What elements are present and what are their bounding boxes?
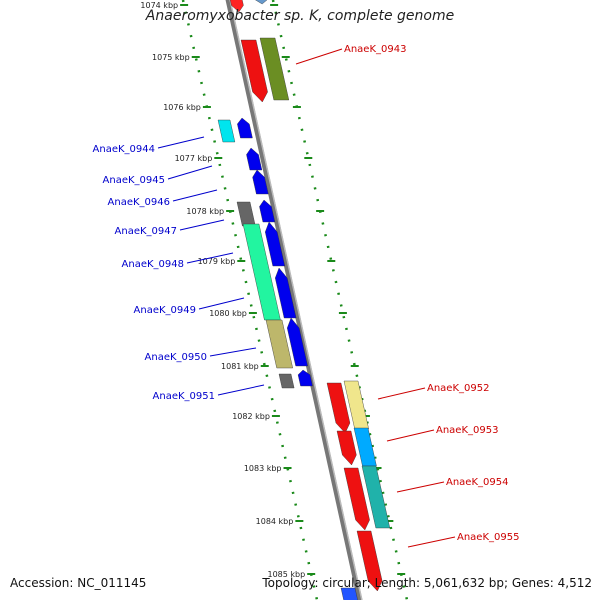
gene-features bbox=[217, 0, 391, 600]
topology-text: Topology: circular; Length: 5,061,632 bp… bbox=[262, 576, 592, 590]
gene-label-anaek_0952[interactable]: AnaeK_0952 bbox=[427, 383, 489, 394]
gene-label-anaek_0947[interactable]: AnaeK_0947 bbox=[115, 226, 177, 237]
gene-label-anaek_0946[interactable]: AnaeK_0946 bbox=[108, 197, 170, 208]
gene-block-forward bbox=[240, 39, 268, 103]
kbp-tick-label: 1083 kbp bbox=[244, 464, 282, 473]
gene-block-forward bbox=[336, 430, 357, 466]
gene-label-anaek_0955[interactable]: AnaeK_0955 bbox=[457, 532, 519, 543]
kbp-tick-label: 1078 kbp bbox=[186, 207, 224, 216]
gene-block-forward bbox=[326, 382, 351, 434]
gene-label-anaek_0951[interactable]: AnaeK_0951 bbox=[153, 391, 215, 402]
gene-leader-line bbox=[217, 384, 265, 396]
gene-label-anaek_0953[interactable]: AnaeK_0953 bbox=[436, 425, 498, 436]
gene-labels: AnaeK_0943 AnaeK_0944 AnaeK_0945 AnaeK_0946… bbox=[93, 44, 519, 548]
gene-block-reverse bbox=[278, 373, 295, 389]
kbp-tick-label: 1085 kbp bbox=[267, 570, 305, 579]
kbp-tick-label: 1082 kbp bbox=[232, 412, 270, 421]
gene-block-forward bbox=[340, 587, 358, 600]
kbp-tick-label: 1076 kbp bbox=[163, 103, 201, 112]
gene-block-forward bbox=[343, 467, 370, 531]
gene-block-forward bbox=[353, 427, 377, 467]
kbp-tick-label: 1077 kbp bbox=[175, 154, 213, 163]
gene-block-reverse bbox=[297, 369, 313, 387]
gene-leader-line bbox=[157, 136, 205, 149]
scale-ticks: 1074 kbp 1075 kbp 1076 kbp 1077 kbp 1078 kbp… bbox=[140, 0, 409, 600]
accession-text: Accession: NC_011145 bbox=[10, 576, 147, 590]
gene-leader-line bbox=[186, 252, 234, 264]
gene-block-reverse bbox=[237, 117, 253, 139]
kbp-tick-label: 1079 kbp bbox=[198, 257, 236, 266]
genome-backbone bbox=[225, 0, 363, 600]
gene-leader-line bbox=[198, 297, 245, 310]
gene-label-anaek_0943[interactable]: AnaeK_0943 bbox=[344, 44, 406, 55]
genome-backbone-highlight bbox=[229, 0, 363, 600]
gene-label-anaek_0948[interactable]: AnaeK_0948 bbox=[122, 259, 184, 270]
gene-label-anaek_0954[interactable]: AnaeK_0954 bbox=[446, 477, 508, 488]
gene-label-anaek_0945[interactable]: AnaeK_0945 bbox=[103, 175, 165, 186]
gene-leader-line bbox=[295, 48, 343, 65]
gene-block-reverse bbox=[275, 267, 297, 319]
gene-block-reverse bbox=[236, 201, 256, 227]
genome-title: Anaeromyxobacter sp. K, complete genome bbox=[145, 8, 455, 24]
gene-block-reverse bbox=[252, 169, 269, 195]
gene-label-anaek_0944[interactable]: AnaeK_0944 bbox=[93, 144, 155, 155]
gene-leader-line bbox=[209, 347, 257, 357]
gene-block-reverse bbox=[246, 147, 263, 171]
kbp-tick-label: 1081 kbp bbox=[221, 362, 259, 371]
kbp-tick-label: 1074 kbp bbox=[140, 1, 178, 10]
gene-leader-line bbox=[179, 219, 225, 231]
gene-leader-line bbox=[172, 189, 218, 202]
gene-block-forward bbox=[356, 530, 383, 592]
gene-block-reverse bbox=[265, 319, 293, 369]
gene-leader-line bbox=[167, 165, 213, 180]
gene-label-anaek_0950[interactable]: AnaeK_0950 bbox=[145, 352, 207, 363]
gene-block-reverse bbox=[217, 119, 236, 143]
gene-leader-line bbox=[377, 387, 426, 400]
gene-block-forward bbox=[343, 380, 369, 430]
gene-block-forward bbox=[255, 0, 268, 5]
gene-block-forward bbox=[230, 0, 244, 13]
gene-leader-line bbox=[386, 429, 435, 442]
gene-block-reverse bbox=[265, 221, 286, 267]
gene-block-reverse bbox=[287, 317, 308, 367]
gene-leader-line bbox=[396, 481, 445, 493]
gene-leader-line bbox=[407, 536, 456, 548]
gene-block-forward bbox=[259, 37, 290, 101]
gene-block-forward bbox=[361, 465, 391, 529]
kbp-tick-label: 1075 kbp bbox=[152, 53, 190, 62]
kbp-tick-label: 1084 kbp bbox=[256, 517, 294, 526]
kbp-tick-label: 1080 kbp bbox=[209, 309, 247, 318]
gene-label-anaek_0949[interactable]: AnaeK_0949 bbox=[134, 305, 196, 316]
